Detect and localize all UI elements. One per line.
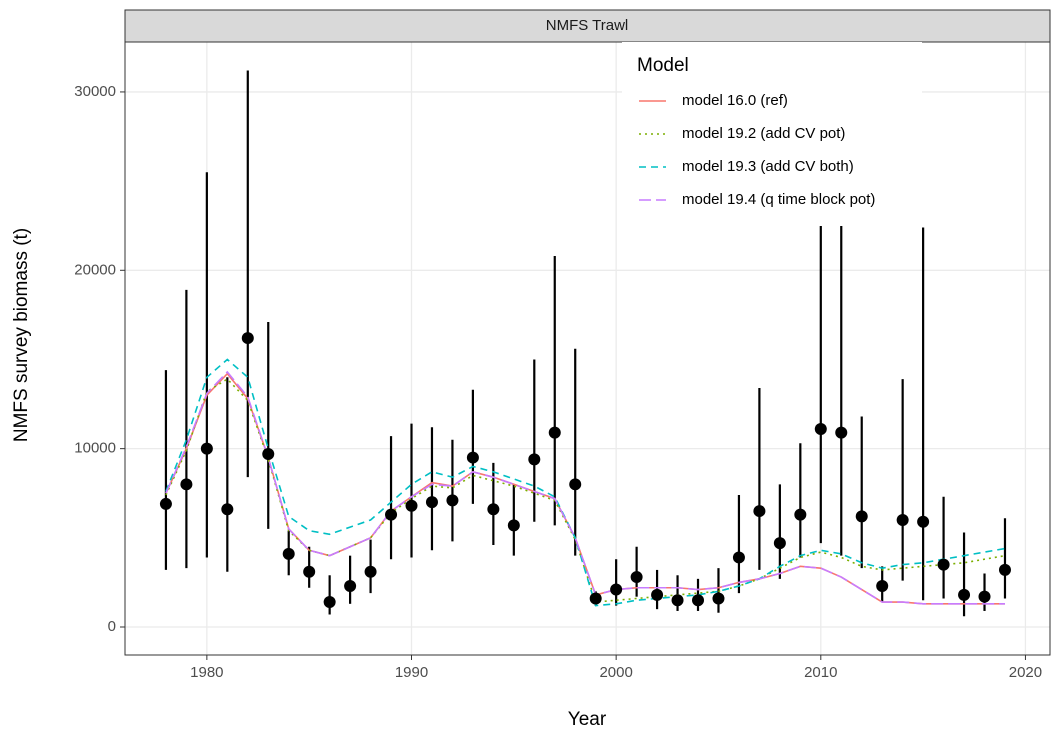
model-line	[165, 358, 1006, 607]
observed-point	[732, 551, 745, 564]
observed-point	[159, 497, 172, 510]
legend-label: model 19.2 (add CV pot)	[682, 125, 845, 142]
y-axis-title: NMFS survey biomass (t)	[11, 228, 32, 442]
x-tick-label: 2010	[804, 664, 837, 681]
observed-point	[405, 499, 418, 512]
observed-point	[958, 588, 971, 601]
observed-point	[425, 496, 438, 509]
observed-point	[487, 503, 500, 516]
y-tick-label: 20000	[74, 261, 116, 278]
observed-point	[241, 332, 254, 345]
x-axis-title: Year	[568, 709, 607, 730]
observed-point	[712, 592, 725, 605]
legend-label: model 19.3 (add CV both)	[682, 158, 854, 175]
y-tick-label: 30000	[74, 83, 116, 100]
observed-point	[323, 596, 336, 609]
observed-point	[671, 594, 684, 607]
observed-point	[262, 447, 275, 460]
x-tick-label: 1990	[395, 664, 428, 681]
observed-point	[200, 442, 213, 455]
observed-point	[548, 426, 561, 439]
legend-label: model 16.0 (ref)	[682, 92, 788, 109]
observed-point	[998, 563, 1011, 576]
observed-point	[344, 579, 357, 592]
legend-label: model 19.4 (q time block pot)	[682, 191, 875, 208]
observed-point	[466, 451, 479, 464]
y-tick-label: 10000	[74, 440, 116, 457]
observed-point	[692, 594, 705, 607]
legend: Model model 16.0 (ref) model 19.2 (add CV…	[622, 42, 922, 226]
observed-point	[978, 590, 991, 603]
observed-point	[937, 558, 950, 571]
observed-point	[589, 592, 602, 605]
observed-point	[364, 565, 377, 578]
observed-point	[794, 508, 807, 521]
observed-point	[814, 423, 827, 436]
observed-point	[896, 513, 909, 526]
observed-point	[630, 571, 643, 584]
observed-point	[773, 537, 786, 550]
legend-box	[622, 42, 922, 226]
observed-point	[528, 453, 541, 466]
x-tick-label: 2020	[1009, 664, 1042, 681]
observed-point	[385, 508, 398, 521]
observed-point	[855, 510, 868, 523]
observed-point	[569, 478, 582, 491]
observed-point	[180, 478, 193, 491]
observed-point	[221, 503, 234, 516]
observed-point	[651, 588, 664, 601]
observed-point	[917, 515, 930, 528]
observed-point	[835, 426, 848, 439]
observed-point	[303, 565, 316, 578]
x-tick-label: 2000	[599, 664, 632, 681]
model-line	[165, 370, 1005, 605]
observed-point	[507, 519, 520, 532]
strip-label: NMFS Trawl	[546, 17, 629, 34]
legend-title: Model	[637, 55, 689, 76]
observed-point	[446, 494, 459, 507]
x-tick-label: 1980	[190, 664, 223, 681]
observed-point	[610, 583, 623, 596]
strip	[124, 9, 1051, 43]
y-tick-label: 0	[108, 618, 116, 635]
observed-point	[753, 505, 766, 518]
observed-point	[876, 579, 889, 592]
observed-point	[282, 547, 295, 560]
